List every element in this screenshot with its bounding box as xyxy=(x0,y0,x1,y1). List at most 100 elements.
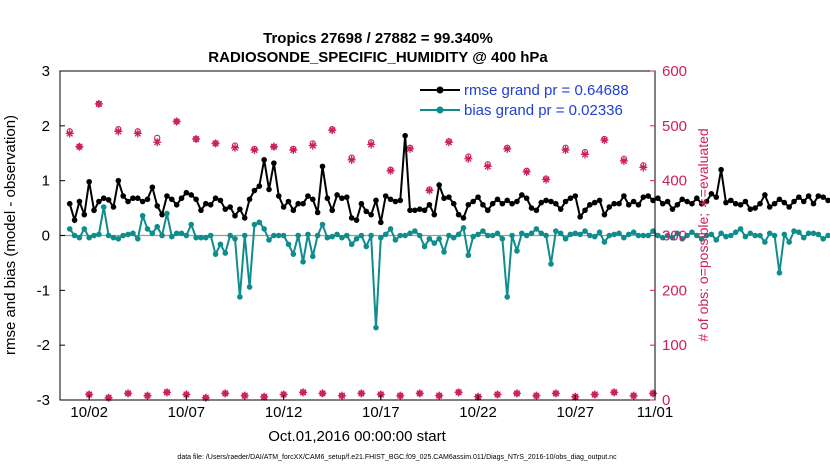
bias-point xyxy=(256,219,263,226)
obs-evaluated-marker xyxy=(260,392,269,401)
x-tick-label: 10/22 xyxy=(459,404,497,421)
rmse-point xyxy=(460,215,467,221)
rmse-point xyxy=(752,205,758,211)
rmse-point xyxy=(728,197,734,204)
rmse-point xyxy=(319,163,326,170)
data-file-footnote: data file: /Users/raeder/DAI/ATM_forcXX/… xyxy=(177,454,617,461)
bias-point xyxy=(139,212,146,219)
bias-point xyxy=(81,226,88,232)
bias-point xyxy=(562,235,569,242)
rmse-point xyxy=(538,199,545,206)
bias-point xyxy=(601,239,608,245)
bias-point xyxy=(115,235,122,242)
rmse-point xyxy=(290,207,297,214)
rmse-point xyxy=(470,198,476,205)
rmse-point xyxy=(348,215,355,221)
rmse-point xyxy=(198,207,204,214)
rmse-point xyxy=(689,200,695,207)
bias-point xyxy=(314,232,321,239)
obs-evaluated-marker xyxy=(250,145,259,154)
chart-title-line2: RADIOSONDE_SPECIFIC_HUMIDITY @ 400 hPa xyxy=(208,49,548,66)
rmse-point xyxy=(426,201,433,208)
rmse-point xyxy=(159,211,165,218)
bias-point xyxy=(358,232,365,239)
rmse-point xyxy=(450,200,457,207)
y2-tick-label: 100 xyxy=(662,337,687,354)
rmse-point xyxy=(557,206,564,212)
bias-point xyxy=(825,232,830,239)
axes: -3 -2 -1 0 1 2 3 0 100 200 300 400 500 600 10/02 10/07 1… xyxy=(37,63,687,421)
rmse-point xyxy=(659,200,666,207)
rmse-point xyxy=(295,200,301,207)
bias-point xyxy=(280,232,287,239)
rmse-point xyxy=(421,207,428,214)
rmse-point xyxy=(625,201,632,208)
y-tick-label: 1 xyxy=(42,173,50,190)
bias-point xyxy=(100,204,107,210)
rmse-point xyxy=(800,198,807,205)
bias-point xyxy=(96,231,102,238)
bias-point xyxy=(718,230,724,237)
bias-point xyxy=(567,231,574,238)
y2-tick-label: 300 xyxy=(662,228,687,245)
rmse-point xyxy=(766,204,773,210)
legend-bias-label: bias grand pr = 0.02336 xyxy=(464,102,623,119)
bias-point xyxy=(173,230,180,237)
rmse-point xyxy=(353,217,360,223)
bias-point xyxy=(465,252,472,259)
rmse-point xyxy=(655,195,661,202)
bias-point xyxy=(382,231,389,238)
rmse-point xyxy=(519,192,525,198)
obs-evaluated-marker xyxy=(172,117,181,126)
rmse-point xyxy=(582,207,588,214)
rmse-point xyxy=(669,206,676,212)
obs-count-markers xyxy=(65,99,658,402)
bias-point xyxy=(766,230,773,237)
obs-evaluated-marker xyxy=(522,167,531,176)
bias-point xyxy=(800,234,807,241)
rmse-point xyxy=(154,203,161,209)
obs-evaluated-marker xyxy=(590,390,599,399)
rmse-point xyxy=(810,200,817,207)
obs-evaluated-marker xyxy=(581,150,589,159)
plot-area xyxy=(60,71,655,400)
rmse-point xyxy=(742,198,749,205)
rmse-point xyxy=(373,197,379,204)
bias-point xyxy=(271,232,277,239)
rmse-point xyxy=(227,204,233,210)
y2-tick-label: 600 xyxy=(662,63,687,80)
rmse-point xyxy=(178,195,185,202)
obs-evaluated-marker xyxy=(221,389,230,398)
bias-point xyxy=(650,228,656,234)
y-tick-label: 2 xyxy=(42,118,50,135)
rmse-point xyxy=(577,214,583,220)
rmse-point xyxy=(494,196,501,203)
rmse-point xyxy=(703,198,710,205)
rmse-point xyxy=(222,206,229,212)
legend-rmse-marker xyxy=(436,86,444,94)
rmse-point xyxy=(134,195,141,202)
obs-evaluated-marker xyxy=(444,138,453,147)
bias-point xyxy=(144,226,151,232)
obs-evaluated-marker xyxy=(279,390,288,399)
bias-point xyxy=(91,232,97,239)
rmse-point xyxy=(207,201,214,208)
rmse-point xyxy=(499,200,506,207)
rmse-point xyxy=(412,207,418,214)
rmse-point xyxy=(329,207,336,214)
obs-evaluated-marker xyxy=(435,391,444,400)
rmse-point xyxy=(71,217,78,223)
bias-point xyxy=(470,233,476,240)
bias-point xyxy=(771,232,778,239)
bias-point xyxy=(587,232,593,239)
rmse-point xyxy=(548,198,554,205)
rmse-point xyxy=(339,195,345,202)
rmse-point xyxy=(368,211,374,218)
bias-point xyxy=(645,232,651,239)
bias-point xyxy=(450,234,457,241)
bias-point xyxy=(159,232,165,239)
legend-rmse-label: rmse grand pr = 0.64688 xyxy=(464,82,629,99)
bias-point xyxy=(630,229,637,236)
bias-point xyxy=(305,231,311,238)
